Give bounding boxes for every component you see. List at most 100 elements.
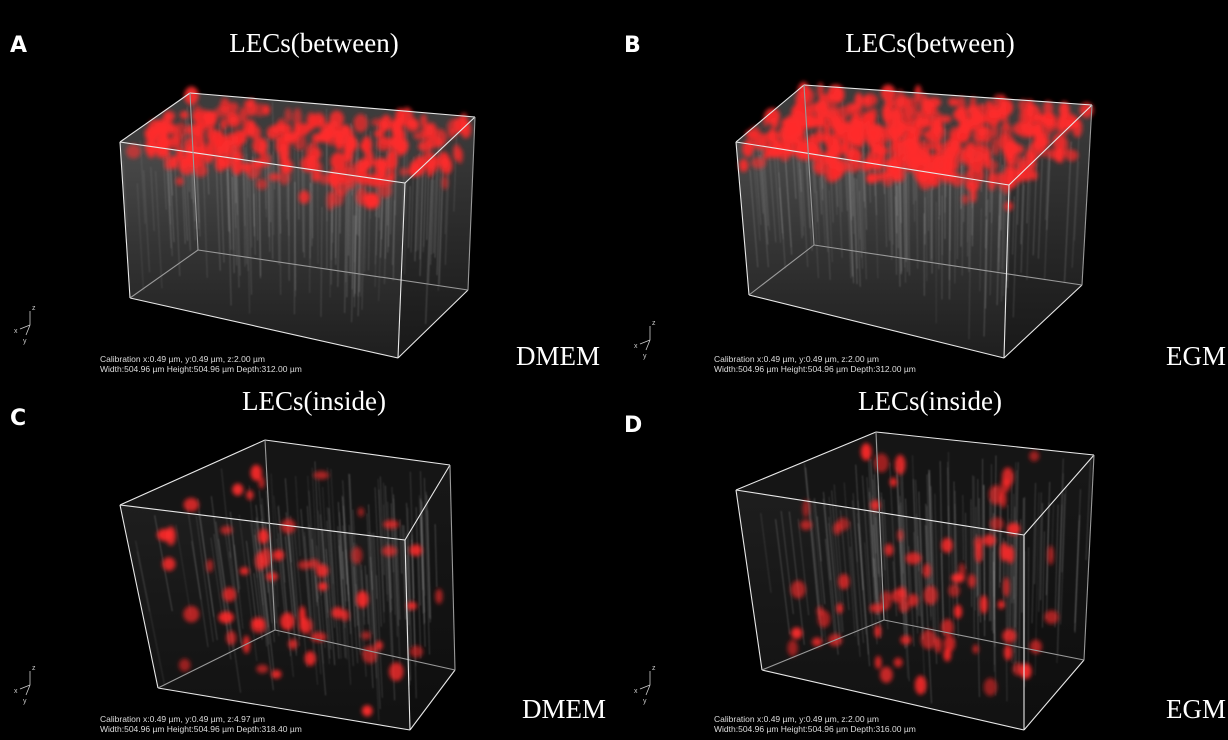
medium-label: DMEM [522, 694, 606, 724]
cell [1065, 149, 1078, 161]
cell [179, 158, 187, 168]
cell [241, 162, 251, 172]
cell [787, 640, 797, 657]
cell [389, 662, 404, 681]
panel-letter: D [624, 413, 642, 438]
panel-letter: B [624, 33, 641, 58]
cell [183, 606, 199, 622]
cell [154, 119, 169, 135]
cell [322, 123, 335, 141]
cell [998, 600, 1005, 609]
cell [991, 124, 998, 138]
axis-label: x [634, 343, 638, 350]
cell [427, 136, 442, 148]
cell [279, 143, 290, 162]
cell [1004, 645, 1012, 660]
cell [218, 611, 234, 623]
cell [126, 144, 141, 158]
cell [1005, 149, 1013, 162]
cell [345, 146, 353, 164]
cell [791, 627, 802, 639]
cell [1047, 148, 1056, 159]
calibration: Width:504.96 µm Height:504.96 µm Depth:3… [714, 724, 916, 734]
cell [943, 648, 951, 662]
axis-label: z [32, 665, 36, 672]
cell [875, 656, 881, 669]
cell [354, 114, 368, 133]
cell [377, 137, 390, 151]
cell [1020, 663, 1031, 679]
cell [407, 602, 417, 610]
cell [361, 631, 371, 640]
cell [223, 587, 236, 602]
cell [374, 129, 384, 137]
cell [819, 152, 834, 164]
cell [771, 117, 779, 128]
cell [362, 645, 377, 663]
cell [978, 126, 988, 136]
panel-title: LECs(inside) [242, 386, 386, 416]
cell [863, 111, 875, 129]
cell [739, 159, 749, 172]
cell [282, 163, 291, 173]
cell [347, 136, 357, 148]
cell [836, 603, 843, 613]
cell [375, 641, 383, 651]
cell [970, 96, 976, 109]
cell [897, 586, 906, 597]
cell [360, 141, 370, 151]
cell [204, 110, 218, 125]
cell [863, 94, 878, 107]
cell [833, 131, 842, 149]
cell [364, 197, 371, 209]
cell [906, 552, 922, 564]
cell [991, 138, 1000, 156]
cell [284, 108, 291, 123]
cell [825, 169, 839, 183]
cell [398, 130, 406, 141]
cell [280, 613, 294, 631]
cell [918, 148, 926, 165]
cell [442, 176, 449, 190]
cell [837, 518, 850, 531]
cell [797, 141, 812, 159]
cell [220, 118, 227, 129]
cell [852, 132, 861, 144]
calibration: Calibration x:0.49 µm, y:0.49 µm, z:2.00… [714, 354, 879, 364]
cell [1033, 135, 1042, 150]
figure: zxyALECs(between)DMEMCalibration x:0.49 … [0, 0, 1228, 740]
cell [356, 591, 368, 608]
cell [227, 135, 241, 145]
cell [161, 152, 171, 161]
calibration: Calibration x:0.49 µm, y:0.49 µm, z:2.00… [100, 354, 265, 364]
cell [207, 559, 213, 572]
cell [232, 484, 243, 496]
cell [800, 520, 812, 530]
cell [256, 664, 268, 673]
cell [915, 675, 927, 694]
axis-label: y [643, 353, 647, 360]
cell [1048, 118, 1056, 128]
cell [897, 529, 903, 541]
cell [841, 139, 848, 153]
axis-label: z [32, 305, 36, 312]
cell [989, 112, 1000, 124]
cell [799, 82, 809, 99]
panel-title: LECs(between) [845, 28, 1014, 58]
cell [251, 617, 265, 628]
cell [399, 140, 408, 154]
cell [1000, 490, 1007, 508]
cell [180, 111, 189, 119]
cell [785, 115, 799, 131]
cell [838, 574, 849, 590]
cell [1044, 610, 1058, 624]
cell [763, 151, 770, 160]
axis-label: x [14, 328, 18, 335]
cell [370, 176, 383, 188]
cell [256, 179, 268, 190]
cell [382, 546, 397, 557]
cell [784, 135, 795, 143]
cell [435, 589, 442, 604]
cell [386, 151, 397, 170]
cell [399, 168, 409, 176]
